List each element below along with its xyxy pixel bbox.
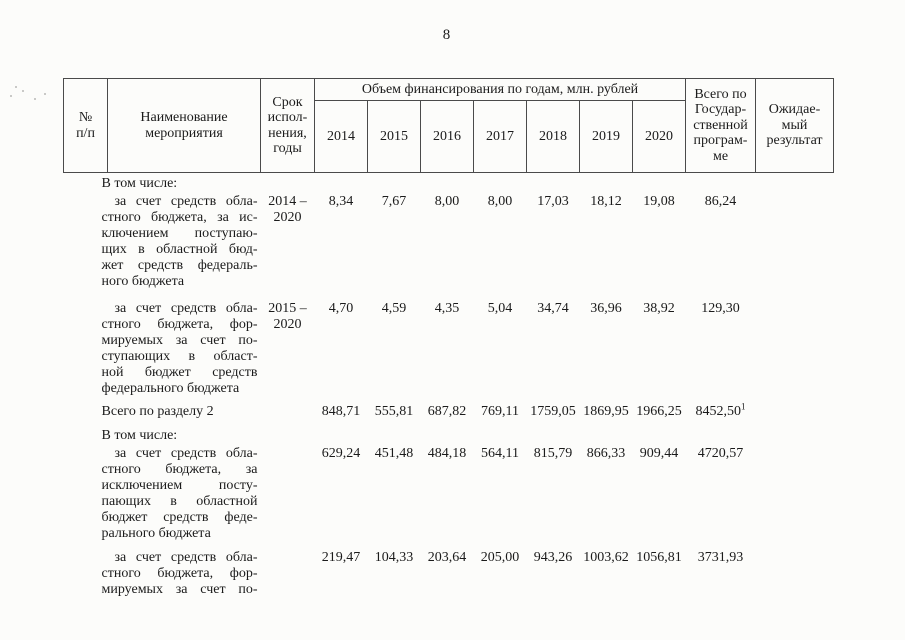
scan-noise — [22, 90, 24, 92]
footnote-marker: 1 — [741, 401, 746, 412]
value-2016: 8,00 — [434, 194, 460, 209]
expected-result-cell — [756, 542, 834, 598]
value-2019: 36,96 — [590, 301, 622, 316]
total-cell: 3731,93 — [697, 550, 744, 565]
value-2019: 1003,62 — [583, 550, 629, 565]
total-cell: 129,30 — [701, 301, 740, 316]
value-2020: 38,92 — [643, 301, 675, 316]
financing-table: № п/п Наименование мероприятия Срок испо… — [63, 78, 834, 598]
scan-noise — [34, 98, 36, 100]
term-cell: 2014 – 2020 — [268, 194, 307, 225]
value-2017: 769,11 — [481, 404, 519, 419]
value-2014: 629,24 — [321, 446, 361, 461]
column-header-total: Всего по Государ- ственной програм- ме — [685, 78, 756, 173]
value-2015: 104,33 — [374, 550, 414, 565]
value-2015: 451,48 — [374, 446, 414, 461]
term-cell — [261, 397, 315, 420]
value-2016: 484,18 — [427, 446, 467, 461]
column-header-term: Срок испол- нения, годы — [260, 78, 315, 173]
column-header-expected-result: Ожидае- мый результат — [755, 78, 834, 173]
total-cell: 4720,57 — [697, 446, 744, 461]
measure-name: за счет средств обла-стного бюджета, фор… — [101, 550, 258, 597]
value-2016: 4,35 — [434, 301, 460, 316]
year-header-2015: 2015 — [367, 100, 421, 173]
year-header-2020: 2020 — [632, 100, 686, 173]
value-2015: 4,59 — [381, 301, 407, 316]
value-2019: 1869,95 — [583, 404, 629, 419]
section-total-label: Всего по разделу 2 — [101, 404, 214, 419]
value-2019: 18,12 — [590, 194, 622, 209]
table-row: за счет средств обла-стного бюджета, фор… — [64, 542, 834, 598]
table-row-label: В том числе: — [64, 173, 834, 193]
table-row-label: В том числе: — [64, 420, 834, 444]
value-2017: 5,04 — [487, 301, 513, 316]
column-header-name: Наименование мероприятия — [107, 78, 261, 173]
value-2016: 687,82 — [427, 404, 467, 419]
expected-result-cell — [756, 444, 834, 542]
value-2017: 8,00 — [487, 194, 513, 209]
year-header-2014: 2014 — [314, 100, 368, 173]
expected-result-cell — [756, 397, 834, 420]
value-2020: 19,08 — [643, 194, 675, 209]
total-cell: 8452,501 — [695, 401, 746, 419]
year-header-2019: 2019 — [579, 100, 633, 173]
value-2020: 1056,81 — [636, 550, 682, 565]
value-2014: 219,47 — [321, 550, 361, 565]
expected-result-cell — [756, 192, 834, 290]
value-2020: 909,44 — [639, 446, 679, 461]
measure-name: за счет средств обла-стного бюджета, за и… — [101, 446, 258, 541]
page-number: 8 — [442, 27, 451, 43]
scan-noise — [44, 93, 46, 95]
measure-name: за счет средств обла-стного бюджета, фор… — [101, 301, 258, 396]
value-2018: 943,26 — [533, 550, 573, 565]
column-header-number: № п/п — [63, 78, 108, 173]
year-header-2016: 2016 — [420, 100, 474, 173]
scan-noise — [10, 95, 12, 97]
total-cell: 86,24 — [704, 194, 737, 209]
value-2014: 8,34 — [328, 194, 354, 209]
value-2015: 7,67 — [381, 194, 407, 209]
value-2018: 815,79 — [533, 446, 573, 461]
table-row: за счет средств обла-стного бюджета, за и… — [64, 444, 834, 542]
value-2017: 564,11 — [481, 446, 519, 461]
value-2014: 848,71 — [321, 404, 361, 419]
value-2018: 34,74 — [537, 301, 569, 316]
value-2015: 555,81 — [374, 404, 414, 419]
column-header-funding-group: Объем финансирования по годам, млн. рубл… — [314, 78, 686, 101]
value-2020: 1966,25 — [636, 404, 682, 419]
year-header-2018: 2018 — [526, 100, 580, 173]
year-header-2017: 2017 — [473, 100, 527, 173]
term-cell — [261, 542, 315, 598]
value-2019: 866,33 — [586, 446, 626, 461]
measure-name: за счет средств обла-стного бюджета, за … — [101, 194, 258, 289]
value-2016: 203,64 — [427, 550, 467, 565]
scan-noise — [15, 86, 17, 88]
expected-result-cell — [756, 290, 834, 397]
row-label: В том числе: — [101, 428, 178, 443]
term-cell — [261, 444, 315, 542]
value-2018: 1759,05 — [530, 404, 576, 419]
table-row: за счет средств обла-стного бюджета, за … — [64, 192, 834, 290]
value-2017: 205,00 — [480, 550, 520, 565]
value-2018: 17,03 — [537, 194, 569, 209]
table-header: № п/п Наименование мероприятия Срок испо… — [63, 78, 834, 173]
value-2014: 4,70 — [328, 301, 354, 316]
table-row-section-total: Всего по разделу 2 848,71 555,81 687,82 … — [64, 397, 834, 420]
table-row: за счет средств обла-стного бюджета, фор… — [64, 290, 834, 397]
term-cell: 2015 – 2020 — [268, 301, 307, 332]
row-label: В том числе: — [101, 176, 178, 191]
